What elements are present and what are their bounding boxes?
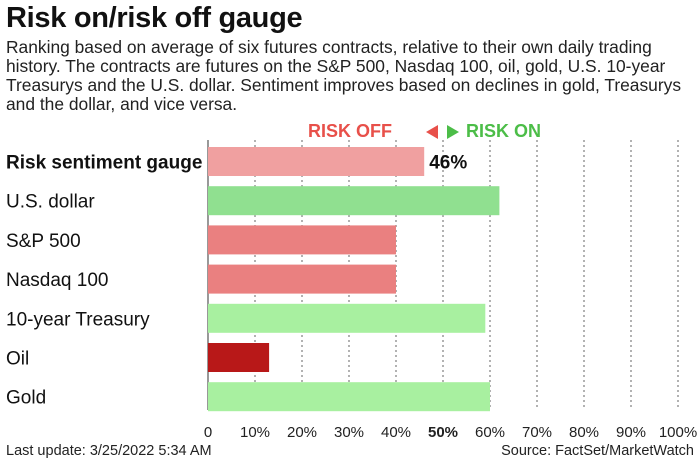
- tick-label: 40%: [381, 424, 411, 440]
- bar: [208, 186, 500, 216]
- tick-label: 60%: [475, 424, 505, 440]
- tick-label: 10%: [240, 424, 270, 440]
- bar: [208, 264, 396, 294]
- bar: [208, 225, 396, 255]
- chart-title: Risk on/risk off gauge: [6, 2, 303, 34]
- tick-label: 100%: [659, 424, 697, 440]
- category-label: 10-year Treasury: [6, 309, 150, 330]
- category-label: Gold: [6, 388, 46, 409]
- bar-chart: Risk sentiment gauge 46% U.S. dollar S&P 50…: [6, 140, 697, 440]
- bar: [208, 147, 425, 176]
- tick-label: 90%: [616, 424, 646, 440]
- tick-label: 80%: [569, 424, 599, 440]
- category-label: Risk sentiment gauge: [6, 153, 202, 174]
- risk-on-label: RISK ON: [466, 121, 542, 141]
- risk-off-label: RISK OFF: [308, 121, 392, 141]
- bar: [208, 303, 486, 333]
- last-update: Last update: 3/25/2022 5:34 AM: [6, 443, 212, 459]
- tick-label: 30%: [334, 424, 364, 440]
- arrow-right-icon: [447, 125, 459, 139]
- data-label: 46%: [429, 153, 467, 174]
- tick-label: 20%: [287, 424, 317, 440]
- bar: [208, 382, 490, 412]
- source-credit: Source: FactSet/MarketWatch: [501, 443, 694, 459]
- bar: [208, 343, 270, 372]
- category-label: S&P 500: [6, 231, 81, 252]
- category-label: Nasdaq 100: [6, 270, 108, 291]
- category-label: Oil: [6, 349, 29, 370]
- arrow-left-icon: [426, 125, 438, 139]
- risk-legend: RISK OFF RISK ON: [0, 121, 700, 145]
- chart-subtitle: Ranking based on average of six futures …: [6, 37, 682, 114]
- tick-label: 0: [204, 424, 212, 440]
- tick-label: 50%: [428, 424, 458, 440]
- category-label: U.S. dollar: [6, 192, 95, 213]
- tick-label: 70%: [522, 424, 552, 440]
